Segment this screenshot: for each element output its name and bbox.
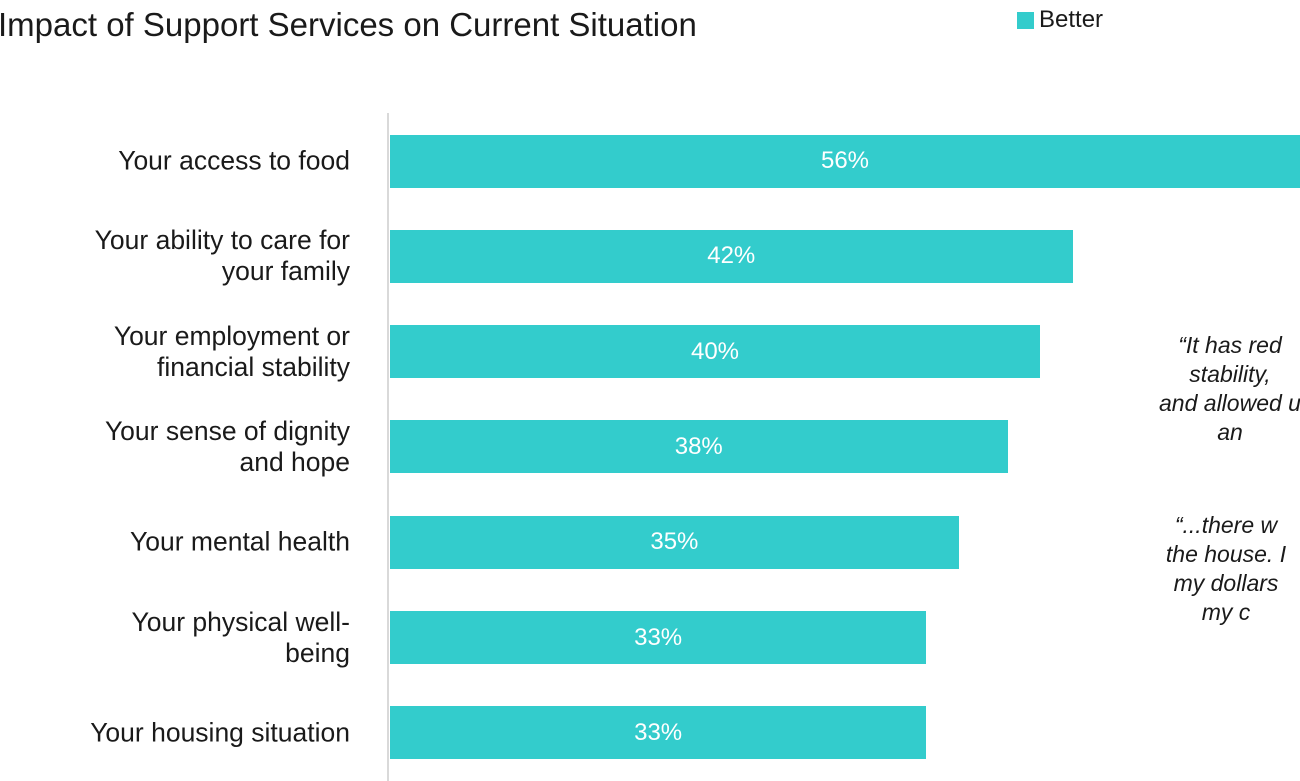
quote-line: and allowed u: [1159, 390, 1300, 416]
quote-line: “...there w: [1174, 512, 1278, 538]
quote-line: stability,: [1189, 361, 1271, 387]
category-label-0: Your access to food: [0, 146, 350, 177]
category-label-line: and hope: [239, 446, 350, 477]
y-axis-line: [387, 113, 389, 781]
category-label-line: Your physical well-: [131, 606, 350, 637]
bar-4: [390, 515, 959, 569]
category-label-line: Your access to food: [118, 145, 350, 176]
bar-6: [390, 706, 927, 760]
legend-label-better: Better: [1039, 6, 1104, 33]
category-label-4: Your mental health: [0, 527, 350, 558]
category-label-line: being: [285, 637, 350, 668]
bar-value-label-5: 33%: [634, 623, 683, 651]
bar-value-label-1: 42%: [707, 242, 756, 270]
category-label-line: financial stability: [157, 351, 350, 382]
bar-2: [390, 325, 1040, 379]
category-label-line: Your ability to care for: [94, 225, 350, 256]
bar-3: [390, 420, 1008, 474]
category-label-line: Your mental health: [129, 526, 350, 557]
chart-title: Impact of Support Services on Current Si…: [0, 6, 697, 43]
category-label-line: Your sense of dignity: [104, 415, 350, 446]
category-label-line: Your employment or: [113, 320, 350, 351]
bar-value-label-4: 35%: [650, 528, 699, 556]
chart-legend: Better: [1017, 6, 1103, 34]
quote-line: my dollars: [1173, 570, 1279, 596]
legend-swatch-better: [1017, 11, 1034, 29]
bar-0: [390, 134, 1300, 188]
quote-line: the house. I: [1165, 541, 1287, 567]
category-label-line: your family: [221, 256, 350, 287]
quote-line: “It has red: [1178, 332, 1282, 358]
bar-value-label-0: 56%: [820, 147, 870, 174]
category-label-5: Your physical well-being: [0, 607, 350, 669]
quote-line: an: [1217, 419, 1243, 445]
quote-line: my c: [1201, 599, 1251, 625]
bar-value-label-3: 38%: [674, 432, 723, 460]
category-label-2: Your employment or financial stability: [0, 321, 350, 383]
bar-1: [390, 229, 1073, 283]
bar-value-label-2: 40%: [690, 337, 740, 365]
bar-5: [390, 611, 927, 664]
category-label-6: Your housing situation: [0, 717, 350, 748]
category-label-3: Your sense of dignity and hope: [0, 416, 350, 478]
bar-value-label-6: 33%: [634, 718, 683, 746]
category-label-1: Your ability to care for your family: [0, 225, 350, 287]
category-label-line: Your housing situation: [90, 717, 350, 748]
